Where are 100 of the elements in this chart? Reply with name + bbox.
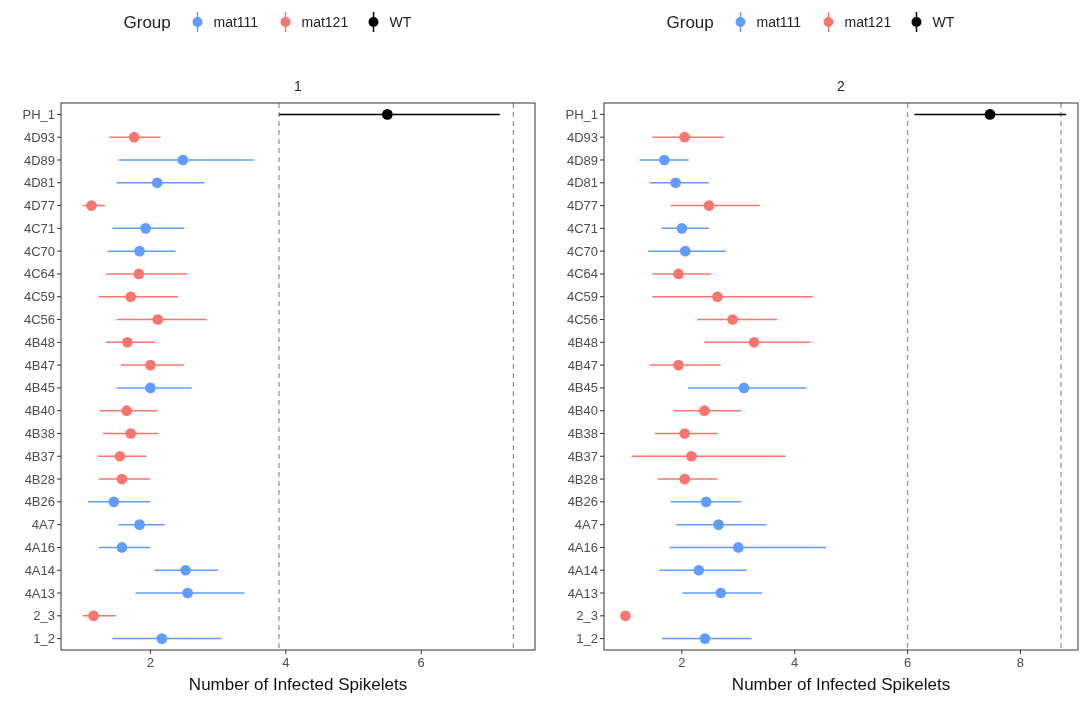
point [727,314,739,325]
y-tick-label: 4C56 [23,312,55,328]
legend-label: mat111 [213,13,259,30]
legend-label: mat121 [301,13,349,30]
y-tick-label: PH_1 [565,106,598,122]
y-tick-label: 4C70 [23,243,55,259]
point [151,177,163,189]
point [732,542,744,553]
legend-title: Group [123,12,171,32]
point [984,109,996,120]
y-tick-label: 4B47 [24,357,55,373]
point [86,200,97,211]
y-tick-label: 4D77 [23,198,55,214]
point [738,382,750,394]
y-tick-label: 4C59 [23,289,55,305]
point [382,109,393,120]
point [145,359,156,371]
x-tick-label: 6 [903,655,912,670]
point [712,291,723,303]
point [182,587,193,599]
point [108,496,120,508]
y-tick-label: 4C71 [23,220,55,236]
y-tick-label: 4B26 [567,494,598,510]
point [679,428,691,439]
y-tick-label: 4B40 [24,403,55,419]
y-tick-label: 4C59 [566,289,598,305]
point [180,564,191,576]
x-tick-label: 2 [146,655,154,670]
y-tick-label: PH_1 [22,106,55,122]
point [152,314,164,325]
point [679,131,691,143]
point [620,610,631,622]
y-tick-label: 4A16 [567,539,598,555]
y-tick-label: 4D89 [23,152,55,168]
point [125,428,137,439]
y-tick-label: 4B37 [24,448,55,464]
y-tick-label: 2_3 [33,608,55,624]
y-tick-label: 4C70 [566,243,598,259]
y-tick-label: 4B38 [567,426,598,442]
point [715,587,727,599]
y-tick-label: 1_2 [576,631,598,647]
y-tick-label: 4C56 [566,312,598,328]
point [713,519,724,530]
y-tick-label: 4A13 [24,585,55,601]
x-tick-label: 8 [1016,655,1025,670]
point [128,131,140,143]
point [673,268,684,280]
y-tick-label: 4C64 [23,266,55,282]
point [88,610,99,622]
point [686,450,697,462]
point [703,200,715,211]
point [133,268,145,280]
legend-title: Group [666,12,714,32]
legend-label: mat111 [756,13,802,30]
y-tick-label: 4B45 [567,380,598,396]
x-tick-label: 2 [678,655,686,670]
point [177,154,189,166]
y-tick-label: 4D81 [23,175,55,191]
y-tick-label: 4D77 [566,198,598,214]
y-tick-label: 4B38 [24,426,55,442]
y-tick-label: 4D81 [566,175,598,191]
point [699,405,710,417]
point [659,154,670,166]
y-tick-label: 4A7 [574,517,598,533]
point [145,382,156,394]
x-tick-label: 6 [417,655,425,670]
x-tick-label: 4 [282,655,290,670]
y-tick-label: 4B48 [24,334,55,350]
point [116,542,128,553]
legend-label: WT [389,13,412,30]
y-tick-label: 4B26 [24,494,55,510]
y-tick-label: 4B28 [567,471,598,487]
y-tick-label: 4B28 [24,471,55,487]
y-tick-label: 4B40 [567,403,598,419]
y-tick-label: 4D93 [23,129,55,145]
point [122,336,133,348]
point [134,245,145,257]
y-tick-label: 4B45 [24,380,55,396]
y-tick-label: 4C64 [566,266,598,282]
point [140,223,151,234]
y-tick-label: 1_2 [33,631,55,647]
y-tick-label: 4A13 [567,585,598,601]
point [116,473,128,485]
x-axis-title: Number of Infected Spikelets [188,675,408,694]
y-tick-label: 4D89 [566,152,598,168]
point [699,633,711,644]
y-tick-label: 4A7 [31,517,55,533]
point [121,405,133,417]
chart-title: 2 [837,78,846,94]
x-axis-title: Number of Infected Spikelets [731,675,951,694]
point [156,633,168,644]
y-tick-label: 4B47 [567,357,598,373]
point [673,359,684,371]
y-tick-label: 4C71 [566,220,598,236]
point [676,223,688,234]
legend-label: WT [932,13,955,30]
y-tick-label: 4A16 [24,539,55,555]
y-tick-label: 4B48 [567,334,598,350]
x-tick-label: 4 [791,655,799,670]
point [679,473,691,485]
